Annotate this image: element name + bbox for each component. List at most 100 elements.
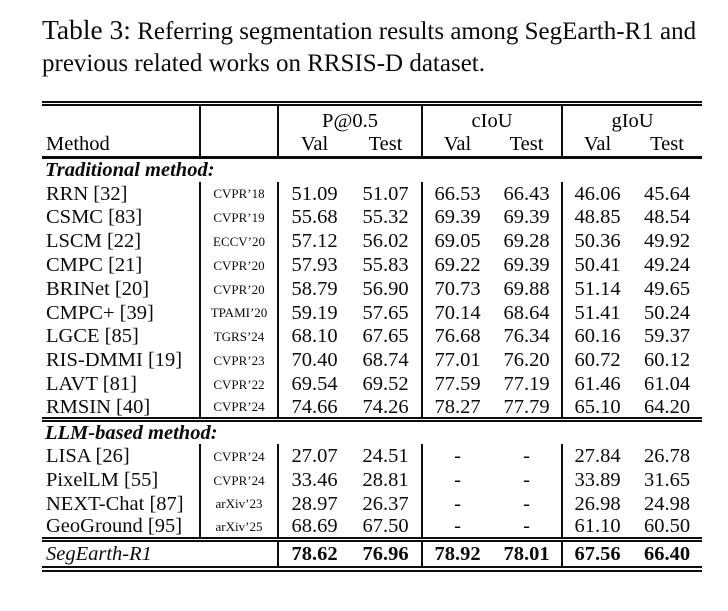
venue-cell: arXiv’23 xyxy=(200,492,279,516)
value-cell: 48.54 xyxy=(643,206,691,229)
method-cell: PixelLM [55] xyxy=(42,468,201,493)
value-cell: 76.96 xyxy=(350,537,423,569)
method-cell: BRINet [20] xyxy=(42,277,201,301)
value-cell: 77.19 xyxy=(492,372,564,397)
table-row: LAVT [81] CVPR’22 69.54 69.52 77.59 77.19 61.4… xyxy=(42,372,702,397)
col-header-test: Test xyxy=(492,132,564,158)
table-row: NEXT-Chat [87] arXiv’23 28.97 26.37- -26.98 2… xyxy=(42,492,702,516)
value-cell: 76.68 xyxy=(434,325,481,348)
value-cell: 68.64 xyxy=(492,300,564,325)
table-row: RMSIN [40] CVPR’24 74.66 74.26 78.27 77.79 65.… xyxy=(42,396,702,420)
value-cell: 59.37 xyxy=(643,325,691,348)
value-cell: 78.27 xyxy=(434,395,481,418)
value-cell: - xyxy=(492,492,564,516)
method-cell: RRN [32] xyxy=(42,182,201,206)
value-cell: 55.83 xyxy=(350,253,423,278)
value-cell: 74.26 xyxy=(350,396,423,420)
value-cell: - xyxy=(492,444,564,469)
value-cell: 60.50 xyxy=(643,515,691,538)
value-cell: 69.88 xyxy=(492,277,564,301)
value-cell: 28.81 xyxy=(350,468,423,493)
value-cell: 51.14 xyxy=(574,277,621,300)
value-cell: 60.16 xyxy=(574,325,621,348)
value-cell: 77.79 xyxy=(492,396,564,420)
value-cell: 66.43 xyxy=(492,182,564,206)
venue-cell: CVPR’20 xyxy=(200,277,279,301)
value-cell: 68.10 xyxy=(291,325,338,348)
method-cell: LISA [26] xyxy=(42,444,201,469)
venue-cell: CVPR’18 xyxy=(200,182,279,206)
value-cell: 57.65 xyxy=(350,300,423,325)
method-cell: LSCM [22] xyxy=(42,229,201,254)
col-group-giou: gIoU xyxy=(611,109,654,132)
value-cell: 70.40 xyxy=(291,349,338,372)
value-cell: 61.04 xyxy=(643,373,691,396)
value-cell: 55.68 xyxy=(291,206,338,229)
venue-cell: CVPR’19 xyxy=(200,205,279,230)
col-group-p05: P@0.5 xyxy=(278,103,423,133)
value-cell: 69.22 xyxy=(434,254,481,277)
value-cell: 26.98 xyxy=(574,492,621,515)
value-cell: 68.69 xyxy=(291,515,338,538)
venue-cell: CVPR’20 xyxy=(200,253,279,278)
section-header-row: Traditional method: xyxy=(42,158,702,183)
value-cell: 57.93 xyxy=(291,254,338,277)
value-cell: 46.06 xyxy=(574,182,621,205)
value-cell: 64.20 xyxy=(643,395,691,418)
method-cell: LGCE [85] xyxy=(42,324,201,349)
method-cell: RMSIN [40] xyxy=(42,396,201,420)
col-header-val: Val xyxy=(583,132,612,155)
value-cell: - xyxy=(492,468,564,493)
value-cell: 78.92 xyxy=(422,537,492,569)
value-cell: 67.56 xyxy=(562,537,633,569)
method-cell: CMPC+ [39] xyxy=(42,300,201,325)
col-group-ciou: cIoU xyxy=(422,103,564,133)
value-cell: - xyxy=(454,468,461,491)
value-cell: 70.73 xyxy=(434,277,481,300)
value-cell: 61.10 xyxy=(574,515,621,538)
value-cell: 68.74 xyxy=(350,348,423,373)
table-row: RIS-DMMI [19] CVPR’23 70.40 68.74 77.01 76.20… xyxy=(42,348,702,373)
table-row: PixelLM [55] CVPR’24 33.46 28.81- -33.89 31.6… xyxy=(42,468,702,493)
table-row: GeoGround [95] arXiv’25 68.69 67.50- -61.10 6… xyxy=(42,515,702,540)
value-cell: 67.65 xyxy=(350,324,423,349)
value-cell: 49.92 xyxy=(643,230,691,253)
value-cell: 31.65 xyxy=(643,468,691,491)
col-header-val: Val xyxy=(300,132,329,155)
value-cell: 69.39 xyxy=(492,253,564,278)
table-row: LGCE [85] TGRS’24 68.10 67.65 76.68 76.34 60.1… xyxy=(42,324,702,349)
value-cell: 60.12 xyxy=(643,349,691,372)
caption-label: Table 3: xyxy=(42,14,131,45)
venue-cell: CVPR’24 xyxy=(200,444,279,469)
value-cell: - xyxy=(454,492,461,515)
value-cell: 49.65 xyxy=(643,277,691,300)
value-cell: 49.24 xyxy=(643,254,691,277)
value-cell: - xyxy=(492,515,564,540)
table-row: RRN [32] CVPR’18 51.09 51.07 66.53 66.43 46.06… xyxy=(42,182,702,206)
value-cell: 27.84 xyxy=(574,445,621,468)
method-cell: CSMC [83] xyxy=(42,205,201,230)
value-cell: - xyxy=(454,515,461,538)
table-row: LSCM [22] ECCV’20 57.12 56.02 69.05 69.28 50.3… xyxy=(42,229,702,254)
value-cell: 69.39 xyxy=(492,205,564,230)
value-cell: 76.34 xyxy=(492,324,564,349)
value-cell: 57.12 xyxy=(291,230,338,253)
value-cell: 51.09 xyxy=(291,182,338,205)
method-cell: CMPC [21] xyxy=(42,253,201,278)
table-row: CMPC+ [39] TPAMI’20 59.19 57.65 70.14 68.64 51… xyxy=(42,300,702,325)
caption-text: Referring segmentation results among Seg… xyxy=(42,18,697,77)
table-row: LISA [26] CVPR’24 27.07 24.51- -27.84 26.78 xyxy=(42,444,702,469)
value-cell: 27.07 xyxy=(291,445,338,468)
venue-cell: CVPR’24 xyxy=(200,396,279,420)
subcol-header-row: Val Test Val Test Val Test xyxy=(42,132,702,158)
venue-cell: CVPR’23 xyxy=(200,348,279,373)
value-cell: 70.14 xyxy=(434,301,481,324)
value-cell: 69.28 xyxy=(492,229,564,254)
value-cell: 33.46 xyxy=(291,468,338,491)
venue-cell: ECCV’20 xyxy=(200,229,279,254)
value-cell: 26.37 xyxy=(350,492,423,516)
segearth-r1-row: SegEarth-R1 78.62 76.96 78.92 78.01 67.56 66.4… xyxy=(42,537,703,569)
value-cell: 78.01 xyxy=(492,537,564,569)
value-cell: 51.07 xyxy=(350,182,423,206)
value-cell: 69.54 xyxy=(291,373,338,396)
